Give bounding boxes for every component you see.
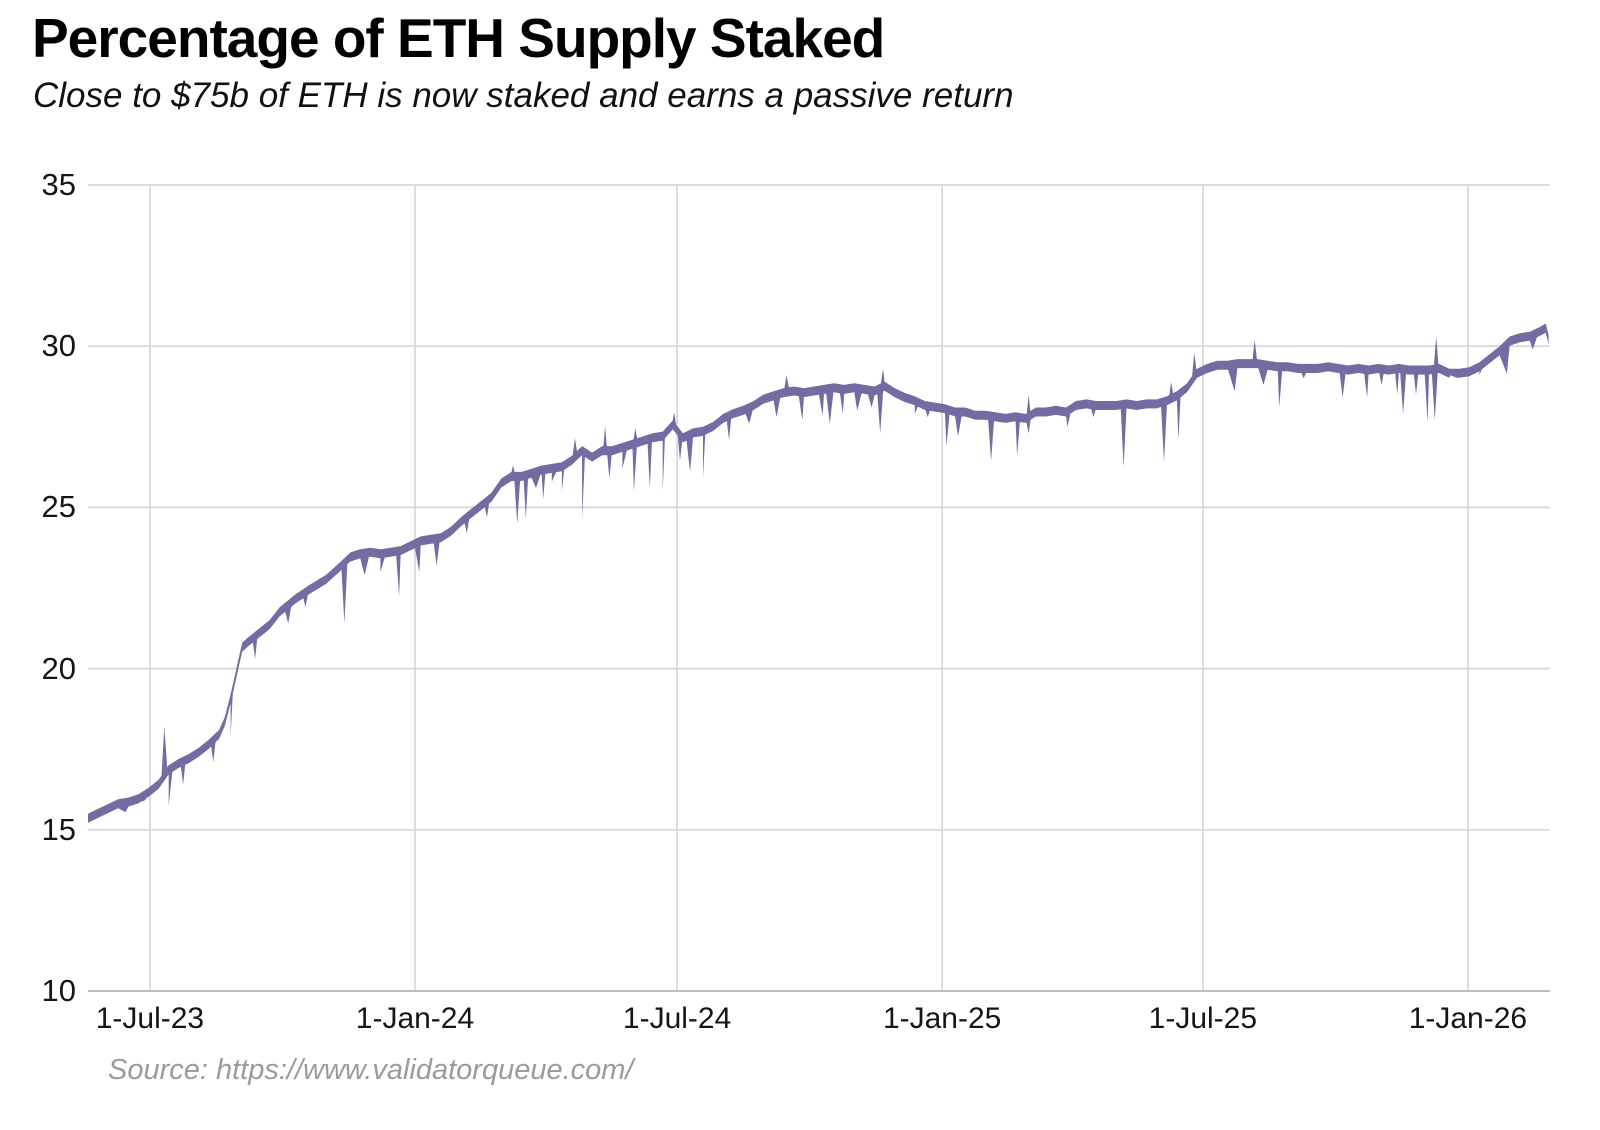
y-tick-label: 35: [41, 167, 76, 202]
x-tick-label: 1-Jan-26: [1408, 1002, 1528, 1035]
source-caption: Source: https://www.validatorqueue.com/: [108, 1054, 634, 1086]
x-tick-label: 1-Jul-24: [622, 1002, 732, 1035]
y-tick-label: 10: [41, 973, 76, 1008]
x-tick-label: 1-Jul-25: [1148, 1002, 1258, 1035]
y-tick-label: 15: [41, 811, 76, 847]
x-tick-label: 1-Jul-23: [95, 1002, 205, 1035]
x-tick-label: 1-Jan-24: [355, 1002, 475, 1035]
staked-percentage-band: [88, 323, 1549, 823]
y-tick-label: 30: [41, 328, 76, 364]
y-tick-label: 25: [41, 489, 76, 525]
chart-title: Percentage of ETH Supply Staked: [32, 7, 885, 69]
x-tick-label: 1-Jan-25: [882, 1002, 1002, 1035]
chart-subtitle: Close to $75b of ETH is now staked and e…: [33, 76, 1014, 115]
y-tick-label: 20: [41, 650, 76, 686]
